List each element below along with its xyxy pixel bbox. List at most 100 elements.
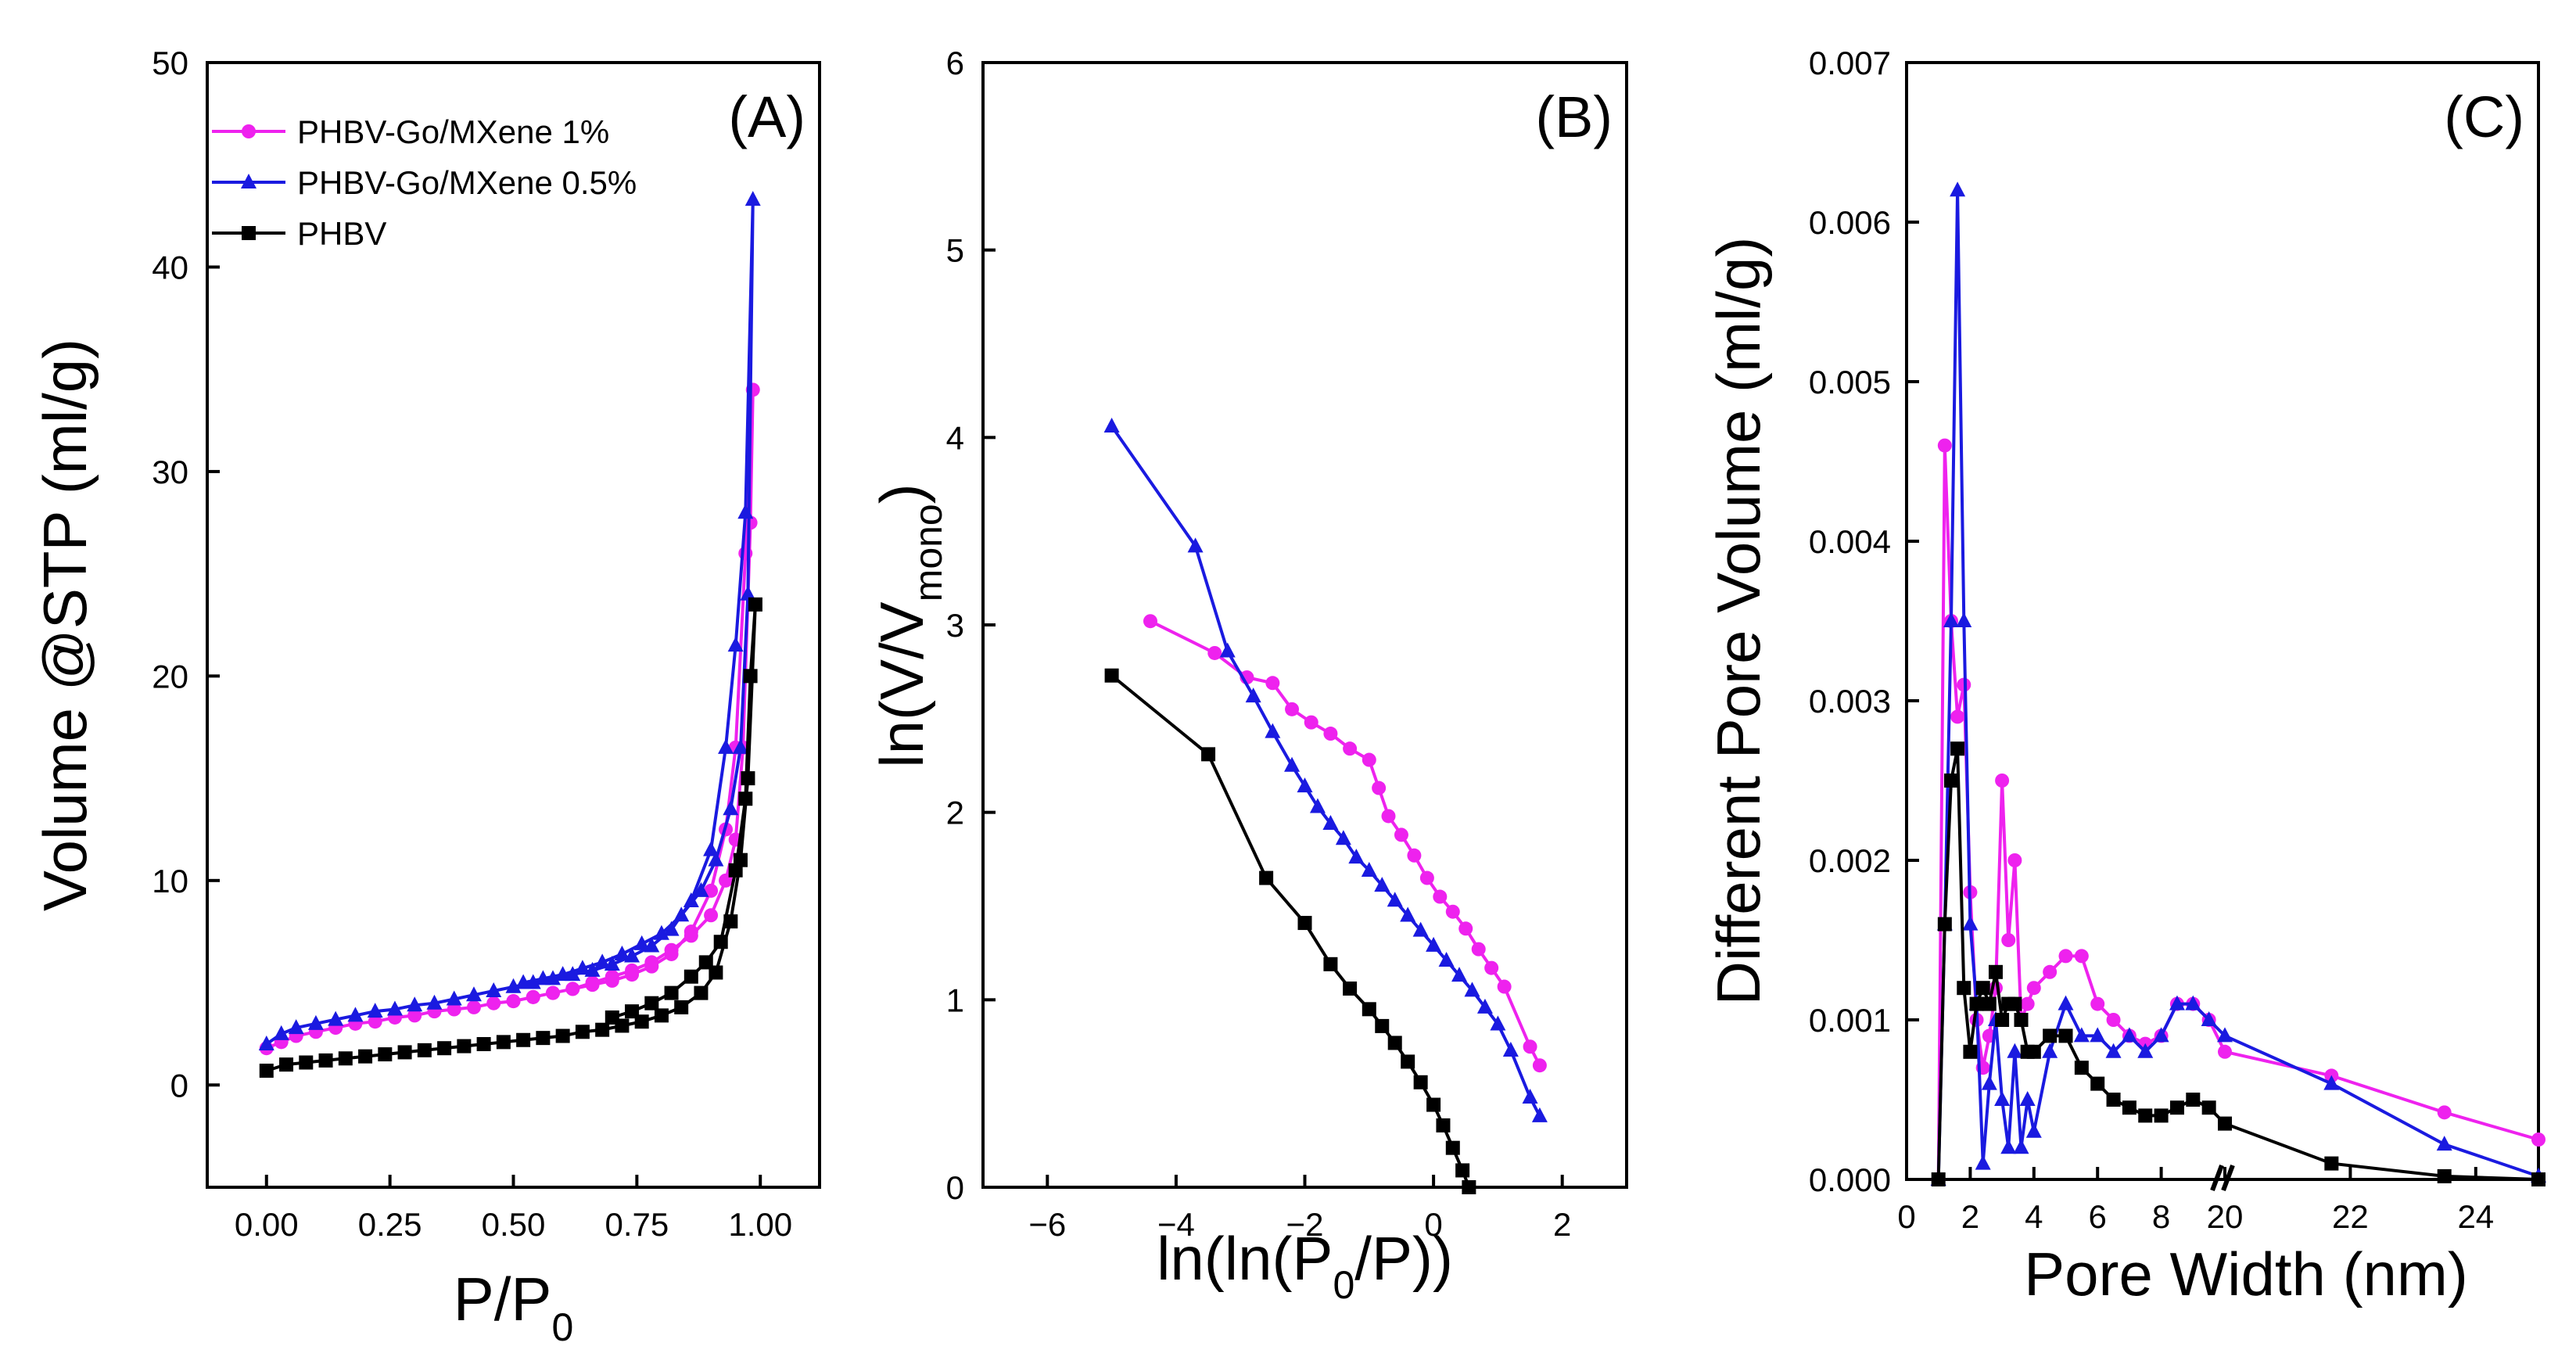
panel-a-point-1	[718, 738, 734, 754]
panel-a-x-tick-label: 0.00	[235, 1206, 299, 1243]
panel-b-point-1	[1412, 921, 1429, 937]
panel-a-point-1	[486, 982, 502, 998]
panel-a-point-0	[704, 908, 719, 923]
panel-c-point-0	[2106, 1013, 2121, 1027]
panel-a-point-1	[465, 986, 482, 1002]
panel-c-point-1	[2000, 1139, 2017, 1154]
panel-b-point-0	[1143, 614, 1157, 629]
panel-a-x-tick-label: 1.00	[728, 1206, 792, 1243]
panel-a-point-1	[683, 892, 699, 907]
panel-b-y-tick-label: 0	[946, 1169, 964, 1206]
panel-b-point-0	[1407, 848, 1422, 863]
panel-a-point-1	[258, 1035, 274, 1050]
panel-a-legend-label: PHBV-Go/MXene 0.5%	[297, 164, 637, 201]
panel-c-x-tick-label: 8	[2152, 1198, 2170, 1235]
panel-c-point-1	[1962, 915, 1979, 931]
panel-c-y-tick-label: 0.004	[1809, 523, 1891, 560]
panel-a-point-0	[664, 942, 679, 957]
panel-b-point-2	[1201, 747, 1216, 762]
panel-a-legend-marker	[241, 174, 257, 188]
panel-c-point-1	[2169, 995, 2185, 1010]
panel-c-point-2	[2007, 996, 2022, 1011]
panel-b-point-0	[1458, 921, 1473, 936]
panel-a-y-tick-label: 0	[170, 1067, 188, 1104]
panel-a-point-0	[644, 955, 659, 970]
panel-b-y-axis-title: ln(V/Vmono)	[867, 483, 950, 767]
panel-b-point-0	[1433, 889, 1448, 904]
panel-c-y-tick-label: 0.000	[1809, 1161, 1891, 1198]
panel-b-point-1	[1265, 723, 1281, 738]
panel-a-y-tick-label: 50	[152, 45, 188, 81]
panel-a-point-0	[506, 994, 521, 1009]
panel-c-point-2	[2154, 1108, 2169, 1123]
panel-b-point-2	[1259, 870, 1274, 885]
panel-c-frame	[1905, 61, 2540, 1181]
panel-a-point-1	[740, 585, 756, 601]
panel-a-point-2	[654, 1008, 669, 1023]
panel-c-point-1	[2105, 1043, 2122, 1058]
panel-c-point-1	[1943, 612, 1959, 627]
panel-a-point-0	[526, 989, 540, 1004]
panel-a-x-title-main: P/P	[454, 1265, 552, 1333]
panel-a-point-2	[625, 1004, 640, 1019]
panel-b-series-line-2	[1110, 674, 1471, 1188]
panel-c-point-2	[1931, 1172, 1946, 1186]
panel-a-point-2	[664, 985, 679, 1000]
panel-b-point-2	[1436, 1118, 1451, 1132]
panel-b-y-tick-label: 3	[946, 607, 964, 644]
panel-c-point-2	[2218, 1116, 2232, 1131]
panel-b-y-tick-label: 6	[946, 45, 964, 81]
panel-a-y-tick-label: 30	[152, 454, 188, 490]
panel-b-y-title-sub: mono	[906, 504, 950, 601]
panel-c-y-tick-label: 0.003	[1809, 683, 1891, 720]
panel-a-point-0	[486, 996, 501, 1010]
panel-a-point-0	[625, 963, 640, 978]
panel-c-point-0	[2001, 933, 2016, 947]
panel-c-x-tick-label: 0	[1897, 1198, 1915, 1235]
panel-c-point-1	[2121, 1027, 2137, 1043]
panel-b-series-line-0	[1150, 619, 1541, 1067]
panel-b-point-2	[1455, 1163, 1470, 1178]
panel-a-point-2	[728, 863, 743, 878]
panel-b-y-title-main: ln(V/V	[867, 601, 936, 767]
panel-a-point-2	[476, 1036, 491, 1051]
panel-b-point-1	[1187, 537, 1204, 553]
panel-a-point-1	[574, 960, 590, 975]
panel-c-y-tick-label: 0.006	[1809, 204, 1891, 241]
panel-c-point-1	[1975, 1154, 1991, 1170]
panel-a-point-2	[259, 1063, 274, 1078]
panel-b-point-0	[1381, 809, 1396, 824]
panel-c-point-2	[2201, 1100, 2216, 1115]
panel-c-point-0	[2020, 996, 2035, 1011]
panel-c-series-line-2	[2224, 1122, 2539, 1181]
panel-a-point-0	[683, 928, 698, 943]
panel-c-point-0	[2043, 964, 2058, 979]
panel-a-point-0	[743, 515, 758, 530]
panel-b-point-0	[1207, 645, 1222, 660]
panel-c-x-tick-label: 24	[2457, 1198, 2494, 1235]
panel-a-point-1	[653, 924, 669, 940]
panel-a-point-2	[318, 1053, 333, 1068]
panel-b-point-2	[1104, 668, 1119, 683]
panel-c-point-2	[2186, 1093, 2201, 1107]
panel-a-point-1	[288, 1019, 304, 1035]
panel-a-point-0	[605, 969, 619, 984]
panel-b-y-tick-label: 4	[946, 419, 964, 456]
panel-b-point-0	[1419, 870, 1434, 885]
panel-c-point-1	[2058, 995, 2074, 1010]
panel-a-point-2	[516, 1032, 531, 1047]
panel-a-point-2	[575, 1025, 590, 1039]
panel-b-x-tick-label: −4	[1157, 1206, 1195, 1243]
panel-c-point-0	[2218, 1044, 2232, 1059]
panel-c-point-1	[2013, 1139, 2029, 1154]
panel-c-point-0	[2531, 1132, 2546, 1147]
panel-a-point-2	[605, 1010, 619, 1025]
panel-b-x-title-sub: 0	[1333, 1263, 1354, 1307]
panel-b-point-1	[1219, 642, 1236, 658]
panel-c-label: (C)	[2444, 84, 2524, 149]
panel-c-point-2	[2058, 1028, 2073, 1043]
panel-a-point-1	[307, 1014, 324, 1030]
panel-a-point-1	[633, 935, 650, 950]
panel-a-point-2	[279, 1057, 294, 1072]
